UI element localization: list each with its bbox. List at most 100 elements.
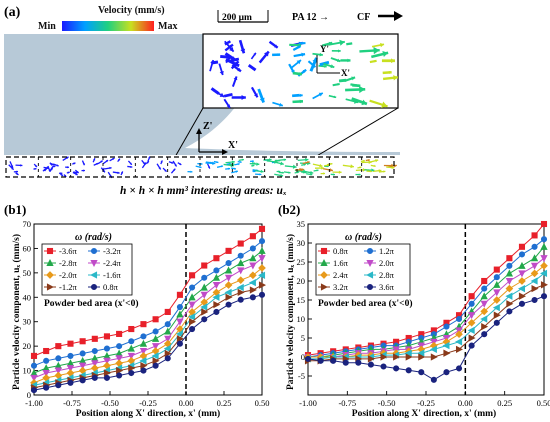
data-point	[237, 240, 244, 247]
data-point	[176, 291, 183, 298]
data-point	[224, 274, 233, 282]
legend-marker	[90, 247, 98, 255]
legend-label: 2.4π	[333, 270, 349, 280]
chart-b2-panel-label: (b2)	[278, 202, 300, 217]
data-point	[405, 353, 413, 361]
data-point	[248, 278, 256, 287]
data-point	[30, 352, 38, 359]
data-point	[455, 345, 464, 354]
data-point	[128, 338, 135, 345]
data-point	[531, 243, 538, 250]
data-point	[467, 318, 476, 327]
data-point	[443, 323, 450, 330]
axis-x-label: X'	[228, 140, 238, 151]
data-point	[317, 357, 324, 364]
data-point	[455, 315, 463, 323]
y-tick-label: 0	[27, 390, 31, 400]
data-point	[258, 246, 266, 254]
y-tick-label: 20	[297, 276, 306, 286]
data-point	[506, 308, 513, 315]
data-point	[518, 292, 526, 300]
data-point	[30, 362, 38, 369]
data-point	[531, 284, 539, 293]
data-point	[330, 357, 337, 364]
data-point	[468, 342, 475, 349]
y-tick-label: 10	[23, 366, 32, 376]
data-point	[468, 334, 476, 342]
data-point	[530, 254, 539, 262]
data-point	[140, 362, 148, 370]
data-point	[540, 255, 548, 263]
data-point	[163, 344, 171, 353]
data-point	[164, 308, 171, 315]
x-tick-label: -0.50	[101, 398, 119, 408]
legend-label: 3.6π	[379, 282, 395, 292]
chart-b1-panel-label: (b1)	[4, 202, 26, 217]
data-point	[103, 345, 111, 352]
chart-b2-legend-title: ω (rad/s)	[345, 232, 382, 243]
legend-label: -1.6π	[103, 270, 121, 280]
data-point	[249, 245, 256, 252]
data-point	[518, 251, 526, 258]
data-point	[200, 291, 208, 299]
data-point	[139, 339, 148, 347]
inset-axis-x-label: X'	[341, 68, 350, 78]
x-tick-label: -0.75	[63, 398, 81, 408]
legend-label: 1.2π	[379, 246, 395, 256]
data-point	[201, 308, 209, 316]
data-point	[540, 281, 548, 289]
data-point	[151, 334, 160, 342]
y-tick-label: 50	[23, 268, 32, 278]
data-point	[518, 270, 526, 278]
data-point	[481, 285, 488, 292]
data-point	[42, 369, 50, 377]
data-point	[91, 374, 98, 381]
legend-marker	[90, 259, 98, 267]
data-point	[540, 220, 548, 228]
x-tick-label: -0.25	[139, 398, 157, 408]
data-point	[91, 360, 99, 368]
data-point	[258, 271, 266, 279]
interesting-areas-caption: h × h × h mm³ interesting areas: uₓ	[120, 185, 287, 197]
data-point	[213, 308, 220, 315]
data-point	[188, 313, 196, 321]
data-point	[258, 264, 266, 272]
data-point	[189, 272, 196, 279]
data-point	[128, 364, 136, 372]
legend-marker	[320, 271, 328, 279]
chart-b2-annotation: Powder bed area (x'<0)	[318, 298, 413, 309]
data-point	[492, 303, 500, 312]
chart-b1-ylabel: Particle velocity component, uₓ (mm/s)	[11, 234, 22, 390]
data-point	[517, 284, 526, 293]
data-point	[237, 296, 244, 303]
x-tick-label: 0.50	[255, 398, 270, 408]
data-point	[506, 262, 513, 269]
data-point	[152, 316, 159, 323]
pa12-label: PA 12 →	[292, 12, 329, 23]
data-point	[505, 277, 514, 285]
data-point	[493, 311, 501, 319]
x-tick-label: 0.00	[179, 398, 194, 408]
data-point	[30, 374, 38, 382]
y-tick-label: 70	[23, 219, 32, 229]
data-point	[79, 377, 86, 384]
data-point	[404, 349, 412, 357]
data-point	[139, 347, 148, 356]
data-point	[103, 369, 111, 377]
chart-b1-annotation: Powder bed area (x'<0)	[44, 298, 139, 309]
data-point	[55, 355, 62, 362]
x-tick-label: -1.00	[299, 398, 317, 408]
data-point	[224, 281, 233, 289]
data-point	[140, 321, 147, 328]
data-point	[237, 267, 245, 275]
colorbar-min-label: Min	[38, 21, 56, 32]
data-point	[224, 288, 232, 297]
main-axes: Z' X'	[196, 121, 238, 155]
chart-b1-xlabel: Position along X' direction, x' (mm)	[76, 408, 220, 419]
data-point	[201, 262, 208, 269]
data-point	[140, 367, 147, 374]
data-point	[493, 289, 501, 297]
legend-label: -1.2π	[59, 282, 77, 292]
data-point	[175, 330, 183, 338]
data-point	[430, 376, 437, 383]
